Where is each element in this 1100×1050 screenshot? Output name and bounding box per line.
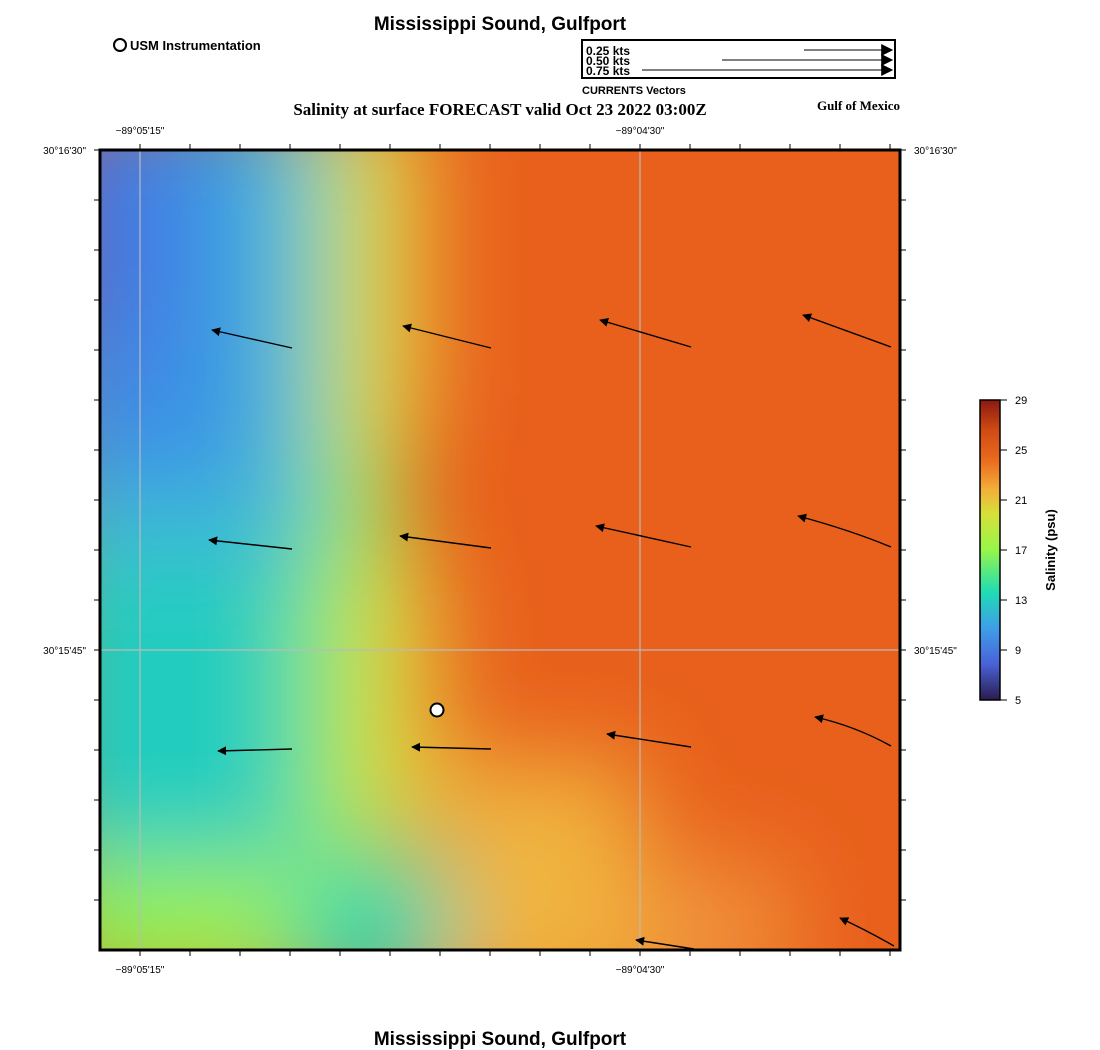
top-lon-label-1: −89°05'15" (116, 126, 165, 137)
frame-ticks (94, 144, 906, 956)
footer-title: Mississippi Sound, Gulfport (374, 1029, 627, 1050)
bottom-lon-label-1: −89°05'15" (116, 965, 165, 976)
current-vector (635, 936, 695, 950)
vector-scale-caption: CURRENTS Vectors (582, 85, 686, 97)
colorbar-tick-label: 9 (1015, 645, 1021, 657)
current-vector (217, 746, 293, 756)
colorbar-tick-label: 13 (1015, 595, 1027, 607)
instrument-legend-label: USM Instrumentation (130, 38, 261, 53)
vector-scale-legend: 0.25 kts 0.50 kts 0.75 kts CURRENTS Vect… (581, 39, 896, 97)
usm-instrument-station[interactable] (429, 702, 445, 718)
colorbar-tick-label: 21 (1015, 495, 1027, 507)
current-vector (797, 513, 892, 548)
current-vector (399, 532, 492, 549)
colorbar-tick-label: 25 (1015, 445, 1027, 457)
colorbar-tick-label: 17 (1015, 545, 1027, 557)
instrument-legend: USM Instrumentation (113, 38, 261, 53)
vector-scale-label-1: 0.25 kts (586, 44, 630, 58)
salinity-colorbar: 29 25 21 17 13 9 5 Salinity (psu) (979, 395, 1058, 707)
colorbar-title: Salinity (psu) (1043, 509, 1058, 591)
bottom-lon-label-2: −89°04'30" (616, 965, 665, 976)
instrument-legend-marker (113, 38, 127, 52)
current-vector (802, 313, 892, 348)
vector-scale-label-2: 0.50 kts (586, 54, 630, 68)
map-subtitle: Salinity at surface FORECAST valid Oct 2… (293, 100, 706, 119)
current-vector (606, 730, 692, 748)
colorbar-tick-label: 5 (1015, 695, 1021, 707)
right-lat-label-2: 30°15'45" (914, 646, 957, 657)
right-lat-label-1: 30°16'30" (914, 146, 957, 157)
current-vector (211, 327, 293, 349)
current-vector (595, 523, 692, 548)
vector-scale-label-3: 0.75 kts (586, 64, 630, 78)
current-vector (402, 323, 492, 349)
map-title: Mississippi Sound, Gulfport (374, 14, 627, 35)
left-lat-label-1: 30°16'30" (43, 146, 86, 157)
salinity-field (100, 150, 900, 950)
current-vector (411, 742, 492, 752)
colorbar-gradient (979, 399, 1001, 701)
current-vectors (208, 313, 895, 950)
current-vector (208, 536, 293, 550)
top-lon-label-2: −89°04'30" (616, 126, 665, 137)
current-vector (839, 917, 895, 947)
left-lat-label-2: 30°15'45" (43, 646, 86, 657)
vector-scale-box (581, 39, 896, 79)
current-vector (814, 714, 892, 747)
current-vector (599, 317, 692, 348)
axis-labels: −89°05'15" −89°04'30" −89°05'15" −89°04'… (43, 126, 957, 976)
colorbar-tick-label: 29 (1015, 395, 1027, 407)
region-label: Gulf of Mexico (817, 98, 900, 113)
graticule (100, 150, 900, 950)
